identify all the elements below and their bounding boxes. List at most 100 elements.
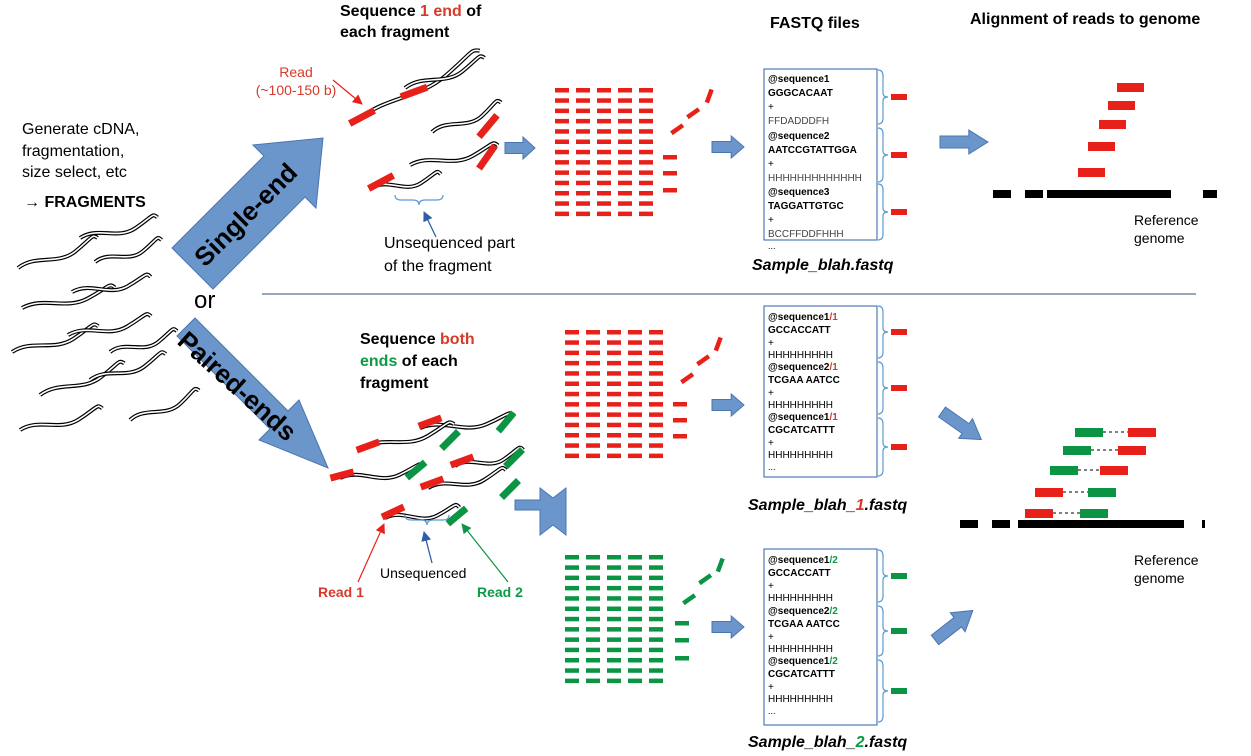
fastq-qual: BCCFFDDFHHH xyxy=(768,229,844,240)
read-dash xyxy=(607,433,621,438)
read-dash xyxy=(628,575,642,581)
read-dash xyxy=(607,360,621,366)
read-dash xyxy=(597,149,611,155)
read-dash xyxy=(565,360,579,366)
fragment-squiggle xyxy=(88,350,168,382)
read-dash xyxy=(628,585,642,591)
read-dash xyxy=(597,170,611,175)
read-dash xyxy=(628,381,642,386)
fastq-id: @sequence3 xyxy=(768,187,830,198)
read-dash xyxy=(649,422,663,428)
fastq-id: @sequence1/2 xyxy=(768,656,838,667)
read-dash xyxy=(618,88,632,93)
fastq-plus: + xyxy=(768,102,774,113)
fastq-plus: + xyxy=(768,159,774,170)
read-dash xyxy=(607,647,621,653)
read-dash xyxy=(555,118,569,124)
aligned-mate xyxy=(1050,466,1078,475)
fastq-qual: FFDADDDFH xyxy=(768,116,829,127)
fastq-id: @sequence1/1 xyxy=(768,412,838,423)
fastq-id: @sequence1/1 xyxy=(768,312,838,323)
read-dash xyxy=(597,191,611,196)
aligned-mate xyxy=(1063,446,1091,455)
read-dash xyxy=(628,668,642,673)
read-dash xyxy=(586,555,600,560)
read-dash xyxy=(628,422,642,428)
flow-arrows-single xyxy=(504,129,989,646)
read-dash xyxy=(555,170,569,175)
read-dash xyxy=(565,330,579,335)
fastq-ellipsis: ... xyxy=(768,241,776,251)
fragment-inner xyxy=(39,360,125,396)
read-dash xyxy=(607,565,621,570)
read-dash xyxy=(555,180,569,186)
fastq-plus: + xyxy=(768,682,774,693)
read-dash xyxy=(618,129,632,134)
read-dash xyxy=(628,402,642,407)
read-dash xyxy=(565,340,579,345)
flow-arrow xyxy=(937,406,983,441)
read-dash xyxy=(565,668,579,673)
read-dash xyxy=(586,453,600,459)
fragment-squiggle xyxy=(38,359,126,397)
read-bar xyxy=(347,107,377,127)
read-dash xyxy=(618,149,632,155)
fastq-id: @sequence2/2 xyxy=(768,606,838,617)
fastq-qual: HHHHHHHHH xyxy=(768,593,833,604)
fastq-entries-single: @sequence1 GGGCACAAT + FFDADDDFH @sequen… xyxy=(768,74,862,251)
read-dash xyxy=(576,170,590,175)
fastq-box-single xyxy=(763,68,878,241)
read-dash xyxy=(628,360,642,366)
read-dash xyxy=(597,211,611,217)
read-dash xyxy=(586,658,600,663)
read-dash xyxy=(597,201,611,206)
read-dash xyxy=(649,340,663,345)
read-dash xyxy=(628,443,642,448)
read-dash xyxy=(649,647,663,653)
read-dash xyxy=(628,658,642,663)
read-dash xyxy=(628,616,642,622)
read-dash xyxy=(586,585,600,591)
read-dash xyxy=(597,139,611,144)
fastq-brace xyxy=(877,305,889,359)
aligned-mate xyxy=(1025,509,1053,518)
read-dash xyxy=(586,647,600,653)
read-dash xyxy=(607,350,621,356)
read-dash xyxy=(586,371,600,376)
aligned-read xyxy=(1099,120,1126,129)
read-dash xyxy=(607,412,621,417)
read-dash xyxy=(673,402,687,407)
read-dash xyxy=(565,453,579,459)
read-dash xyxy=(607,453,621,459)
mini-read xyxy=(891,329,907,335)
reference-genome-paired-line1: Reference xyxy=(1134,552,1199,568)
read-dash xyxy=(649,371,663,376)
read-dash xyxy=(576,211,590,217)
generate-line-2: fragmentation, xyxy=(22,143,124,160)
read-dash xyxy=(586,596,600,601)
read-dash xyxy=(586,391,600,397)
read-dash xyxy=(586,565,600,570)
fastq-brace xyxy=(877,605,889,657)
fragment-inner xyxy=(129,388,200,421)
fastq-seq: CGCATCATTT xyxy=(768,669,835,680)
read-dash xyxy=(586,433,600,438)
read-dash xyxy=(607,402,621,407)
read-dash xyxy=(680,372,695,385)
fastq-plus: + xyxy=(768,632,774,643)
read-dash xyxy=(639,118,653,124)
read-dash xyxy=(649,606,663,611)
read-dash xyxy=(649,453,663,459)
read-dash xyxy=(555,88,569,93)
read-dash xyxy=(597,108,611,114)
fragment-inner xyxy=(94,237,163,263)
fastq-brace xyxy=(877,659,889,723)
read-dash xyxy=(639,139,653,144)
fastq-ellipsis: ... xyxy=(768,706,776,716)
read-dash xyxy=(586,422,600,428)
fragment-inner xyxy=(427,467,507,489)
read-dash xyxy=(586,627,600,632)
read-dash xyxy=(565,381,579,386)
read-dash xyxy=(555,191,569,196)
read-bar xyxy=(439,429,461,451)
